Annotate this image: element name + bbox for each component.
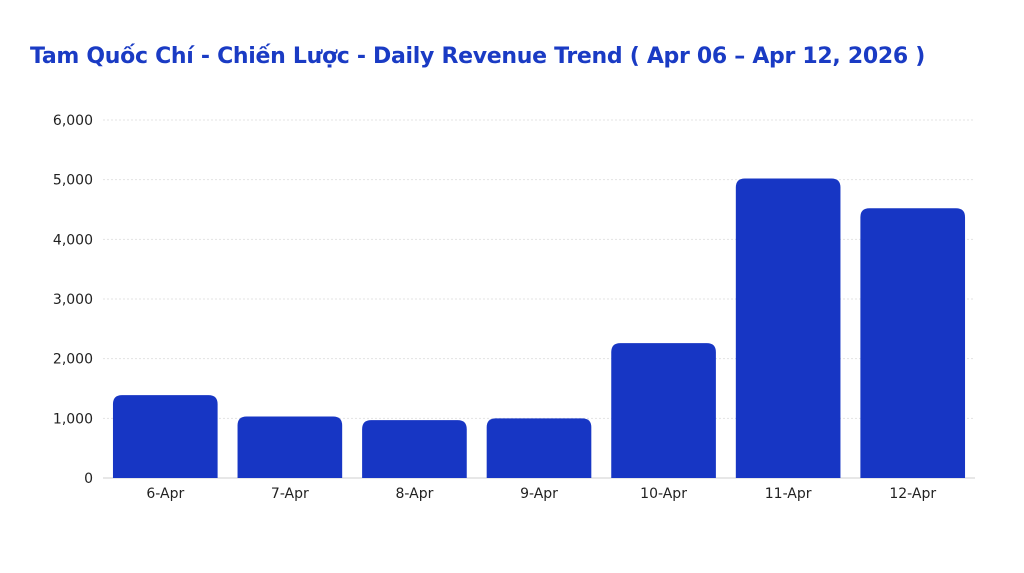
bar-6-apr[interactable] [112, 395, 218, 478]
y-tick-label: 6,000 [53, 113, 93, 129]
x-tick-label: 11-Apr [765, 486, 812, 502]
bar-7-apr[interactable] [237, 416, 343, 478]
bar-9-apr[interactable] [486, 418, 592, 478]
bars [112, 178, 966, 478]
y-tick-label: 2,000 [53, 352, 93, 368]
x-tick-label: 9-Apr [520, 486, 558, 502]
x-tick-label: 8-Apr [395, 486, 433, 502]
y-tick-label: 0 [84, 471, 93, 487]
x-axis-ticks: 6-Apr 7-Apr 8-Apr 9-Apr 10-Apr 11-Apr 12-Apr [146, 486, 936, 502]
bar-8-apr[interactable] [362, 420, 467, 478]
bar-10-apr[interactable] [611, 343, 716, 478]
y-tick-label: 4,000 [53, 232, 93, 248]
chart-title: Tam Quốc Chí - Chiến Lược - Daily Revenu… [30, 44, 925, 69]
x-tick-label: 12-Apr [889, 486, 936, 502]
y-axis-ticks: 0 1,000 2,000 3,000 4,000 5,000 6,000 [53, 113, 93, 487]
y-tick-label: 5,000 [53, 173, 93, 189]
x-tick-label: 10-Apr [640, 486, 687, 502]
x-tick-label: 7-Apr [271, 486, 309, 502]
y-tick-label: 1,000 [53, 411, 93, 427]
bar-11-apr[interactable] [735, 178, 841, 478]
y-tick-label: 3,000 [53, 292, 93, 308]
x-tick-label: 6-Apr [146, 486, 184, 502]
bar-12-apr[interactable] [860, 208, 966, 478]
